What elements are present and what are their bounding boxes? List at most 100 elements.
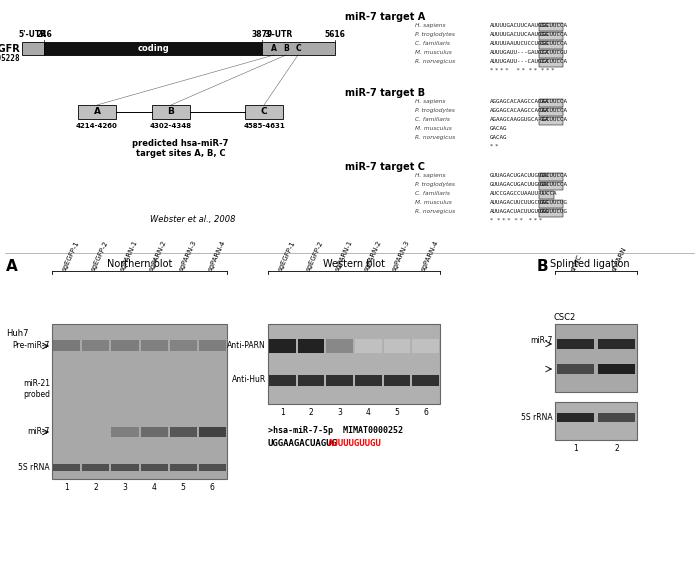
Text: CGCUUCCA: CGCUUCCA [540,32,568,37]
FancyBboxPatch shape [539,182,563,190]
FancyBboxPatch shape [22,42,44,55]
Text: Anti-PARN: Anti-PARN [227,341,266,350]
Text: M. musculus: M. musculus [415,126,452,131]
FancyBboxPatch shape [245,105,283,119]
Text: miR-7 target A: miR-7 target A [345,12,425,22]
Text: 4585-4631: 4585-4631 [243,123,285,129]
Text: sgPARN-1: sgPARN-1 [120,239,139,272]
Text: shNC: shNC [570,253,583,272]
Text: 246: 246 [36,30,52,39]
FancyBboxPatch shape [111,340,138,351]
FancyBboxPatch shape [170,427,197,437]
Text: NM_005228: NM_005228 [0,54,20,63]
FancyBboxPatch shape [412,375,439,386]
Text: sgEGFP-2: sgEGFP-2 [305,240,325,272]
Text: B: B [537,259,549,274]
FancyBboxPatch shape [598,364,635,374]
Text: 5S rRNA: 5S rRNA [521,413,553,422]
FancyBboxPatch shape [539,23,563,30]
FancyBboxPatch shape [384,339,410,353]
Text: sgPARN-2: sgPARN-2 [363,239,382,272]
Text: miR-7: miR-7 [28,428,50,437]
Text: AUUUUGACUUCAAUGGG: AUUUUGACUUCAAUGGG [490,23,549,28]
FancyBboxPatch shape [82,464,109,471]
Text: CGCUUCGU: CGCUUCGU [540,50,568,55]
Text: AUUUUGACUUCAAUGGG: AUUUUGACUUCAAUGGG [490,32,549,37]
FancyBboxPatch shape [539,32,563,39]
FancyBboxPatch shape [199,340,226,351]
Text: 5616: 5616 [324,30,345,39]
FancyBboxPatch shape [111,464,138,471]
FancyBboxPatch shape [384,375,410,386]
Text: * *: * * [490,144,498,149]
FancyBboxPatch shape [539,50,563,58]
FancyBboxPatch shape [268,324,440,404]
FancyBboxPatch shape [539,59,563,67]
Text: CSC2: CSC2 [553,313,575,322]
Text: 3'-UTR: 3'-UTR [265,30,294,39]
Text: GACAG: GACAG [490,126,507,131]
Text: sgEGFP-2: sgEGFP-2 [90,240,110,272]
Text: AUUUGAUU---GAUGCA: AUUUGAUU---GAUGCA [490,50,549,55]
Text: A: A [94,108,101,117]
Text: sgPARN-4: sgPARN-4 [207,239,226,272]
Text: UGGAAGACUAGUG: UGGAAGACUAGUG [268,439,338,448]
Text: Huh7: Huh7 [6,329,29,338]
Text: Pre-miR-7: Pre-miR-7 [13,341,50,350]
Text: 3879: 3879 [252,30,273,39]
FancyBboxPatch shape [355,339,382,353]
Text: 3: 3 [122,483,127,492]
Text: C. familiaris: C. familiaris [415,41,450,46]
Text: GGUUUCUG: GGUUUCUG [540,209,568,214]
FancyBboxPatch shape [539,173,563,180]
Text: sgEGFP-1: sgEGFP-1 [277,240,296,272]
Text: Western blot: Western blot [323,259,385,269]
Text: sgPARN-1: sgPARN-1 [334,239,354,272]
Text: sgPARN-4: sgPARN-4 [420,239,440,272]
Text: AGAAGCAAGGUGCA-GA: AGAAGCAAGGUGCA-GA [490,117,549,122]
Text: 2: 2 [614,444,619,453]
Text: Northern blot: Northern blot [107,259,172,269]
Text: AGGAGCACAAGCCACAA: AGGAGCACAAGCCACAA [490,99,549,104]
Text: GACAG: GACAG [490,135,507,140]
Text: GGCUUCCA: GGCUUCCA [540,182,568,187]
FancyBboxPatch shape [539,200,563,208]
Text: 4: 4 [366,408,370,417]
Text: R. norvegicus: R. norvegicus [415,135,455,140]
FancyBboxPatch shape [170,340,197,351]
Text: miR-7 target B: miR-7 target B [345,88,425,98]
FancyBboxPatch shape [539,108,563,116]
Text: miR-7 target C: miR-7 target C [345,162,425,172]
Text: GGCUUCCA: GGCUUCCA [540,108,568,113]
FancyBboxPatch shape [298,339,324,353]
Text: AGGAGCACAAGCCACAA: AGGAGCACAAGCCACAA [490,108,549,113]
Text: AUUUUGUUGU: AUUUUGUUGU [328,439,382,448]
FancyBboxPatch shape [53,464,80,471]
Text: B: B [283,44,289,53]
Text: sgEGFP-1: sgEGFP-1 [61,240,80,272]
Text: AUUAGACUACUUGUUAG: AUUAGACUACUUGUUAG [490,209,549,214]
FancyBboxPatch shape [262,42,335,55]
Text: CGCUUCCA: CGCUUCCA [540,41,568,46]
FancyBboxPatch shape [539,99,563,107]
FancyBboxPatch shape [140,340,168,351]
FancyBboxPatch shape [326,375,353,386]
Text: 5: 5 [394,408,399,417]
FancyBboxPatch shape [555,324,637,392]
FancyBboxPatch shape [326,339,353,353]
Text: sgPARN-3: sgPARN-3 [178,239,197,272]
Text: A: A [271,44,277,53]
FancyBboxPatch shape [199,464,226,471]
Text: UUCCA: UUCCA [540,191,557,196]
FancyBboxPatch shape [52,324,227,479]
Text: 4214-4260: 4214-4260 [76,123,118,129]
FancyBboxPatch shape [152,105,190,119]
FancyBboxPatch shape [598,413,635,422]
Text: M. musculus: M. musculus [415,200,452,205]
Text: C: C [295,44,301,53]
FancyBboxPatch shape [44,42,262,55]
Text: 3: 3 [337,408,342,417]
Text: 1: 1 [64,483,69,492]
FancyBboxPatch shape [140,427,168,437]
Text: C. familiaris: C. familiaris [415,117,450,122]
